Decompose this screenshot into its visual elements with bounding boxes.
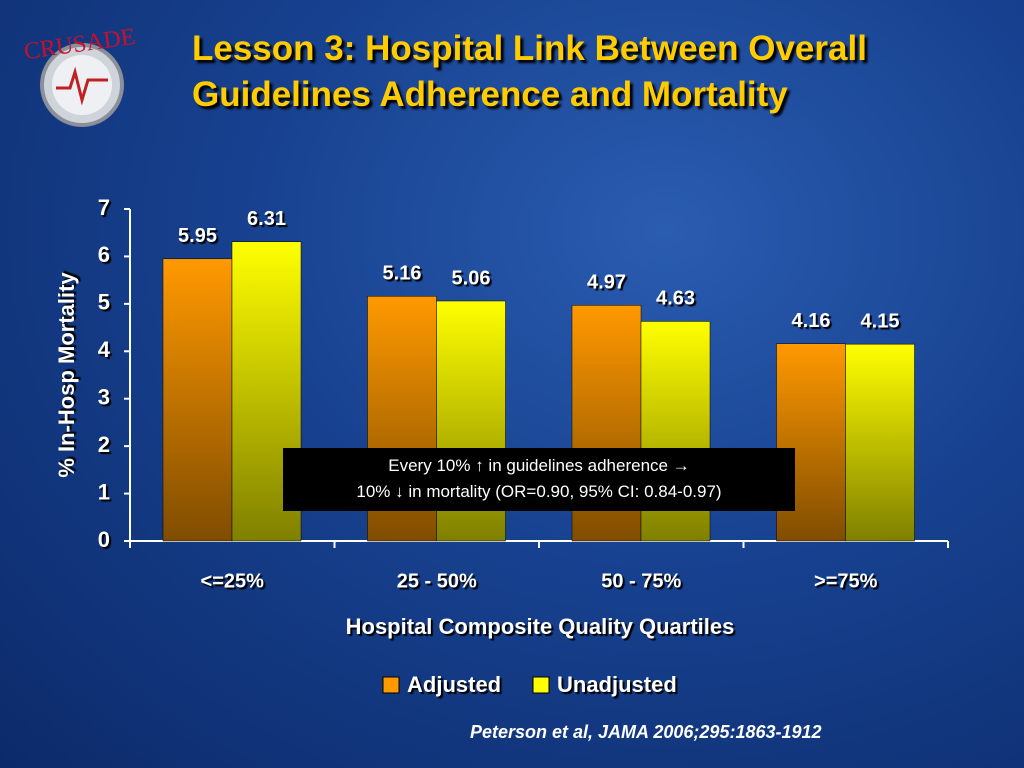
x-tick-label: 25 - 50% xyxy=(397,570,477,592)
x-tick-label: <=25% xyxy=(201,570,265,592)
x-axis-label: Hospital Composite Quality Quartiles xyxy=(346,614,735,639)
y-tick-label: 3 xyxy=(98,385,110,410)
y-tick-label: 6 xyxy=(98,242,110,267)
legend-label: Unadjusted xyxy=(557,672,677,697)
bar-shade xyxy=(845,344,915,541)
value-label: 4.15 xyxy=(861,310,900,332)
y-tick-label: 1 xyxy=(98,479,110,504)
y-tick-label: 0 xyxy=(98,527,110,552)
value-label: 4.97 xyxy=(587,272,626,294)
bar-shade xyxy=(163,258,232,541)
slide-title: Lesson 3: Hospital Link Between Overall … xyxy=(192,29,867,114)
value-label: 4.16 xyxy=(792,310,831,332)
value-label: 5.06 xyxy=(452,267,491,289)
x-tick-label: 50 - 75% xyxy=(601,570,681,592)
legend-swatch xyxy=(382,676,400,694)
x-tick-label: >=75% xyxy=(814,570,878,592)
citation: Peterson et al, JAMA 2006;295:1863-1912 xyxy=(470,722,822,742)
logo-pulse xyxy=(56,66,108,106)
y-tick-label: 7 xyxy=(98,195,110,220)
annotation: Every 10% ↑ in guidelines adherence → 10… xyxy=(283,448,795,511)
value-label: 5.95 xyxy=(178,225,217,247)
value-label: 6.31 xyxy=(247,208,286,230)
logo: CRUSADE xyxy=(23,24,137,127)
logo-face xyxy=(52,55,112,115)
legend-swatch xyxy=(532,676,550,694)
y-tick-label: 2 xyxy=(98,432,110,457)
y-tick-label: 5 xyxy=(98,290,110,315)
legend-label: Adjusted xyxy=(407,672,501,697)
value-label: 5.16 xyxy=(383,263,422,285)
y-tick-label: 4 xyxy=(98,337,111,362)
bar-shade xyxy=(776,343,846,541)
value-label: 4.63 xyxy=(656,288,695,310)
annotation-line: 10% ↓ in mortality (OR=0.90, 95% CI: 0.8… xyxy=(356,482,722,501)
y-axis-label: % In-Hosp Mortality xyxy=(54,272,79,478)
annotation-line: Every 10% ↑ in guidelines adherence → xyxy=(388,456,690,475)
